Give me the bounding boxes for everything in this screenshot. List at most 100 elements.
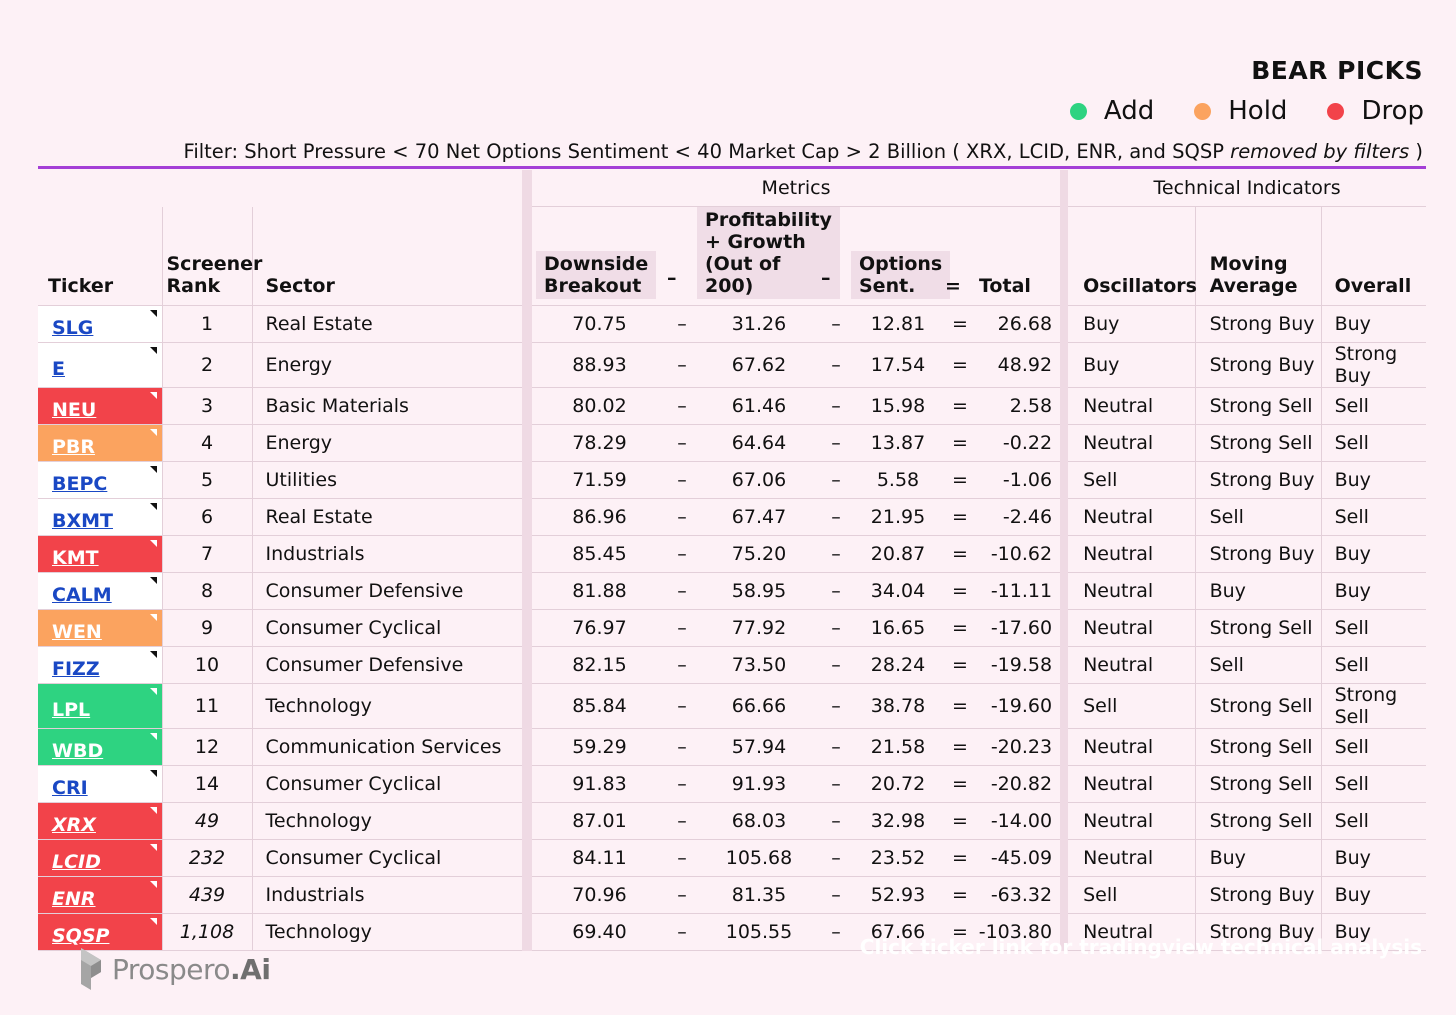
column-separator xyxy=(522,876,532,914)
rank-cell: 2 xyxy=(161,342,252,388)
downside-cell: 86.96 xyxy=(532,498,667,536)
downside-cell: 81.88 xyxy=(532,572,667,610)
options-cell: 32.98 xyxy=(851,802,945,840)
moving-average-cell: Strong Buy xyxy=(1194,535,1322,573)
ticker-link[interactable]: CRI xyxy=(52,777,88,799)
ticker-cell: CRI xyxy=(38,765,162,803)
moving-average-cell: Buy xyxy=(1194,839,1322,877)
equals-cell: = xyxy=(945,342,975,388)
downside-cell: 70.75 xyxy=(532,305,667,343)
overall-cell: Buy xyxy=(1320,913,1427,951)
oscillators-cell: Neutral xyxy=(1068,646,1196,684)
rank-cell: 8 xyxy=(161,572,252,610)
minus-cell: – xyxy=(667,683,697,729)
options-cell: 21.95 xyxy=(851,498,945,536)
total-cell: -20.23 xyxy=(975,728,1061,766)
equals-cell: = xyxy=(945,728,975,766)
minus-cell: – xyxy=(667,424,697,462)
total-cell: -19.58 xyxy=(975,646,1061,684)
overall-cell: Sell xyxy=(1320,609,1427,647)
ticker-link[interactable]: XRX xyxy=(52,814,96,836)
col-ticker: Ticker xyxy=(38,206,162,306)
options-cell: 23.52 xyxy=(851,839,945,877)
legend-item-drop: Drop xyxy=(1327,96,1424,126)
column-separator xyxy=(1060,461,1069,499)
profit-cell: 61.46 xyxy=(697,387,821,425)
col-downside-line2: Breakout xyxy=(544,275,642,297)
column-separator xyxy=(1060,765,1069,803)
column-separator xyxy=(522,498,532,536)
options-cell: 13.87 xyxy=(851,424,945,462)
total-cell: -63.32 xyxy=(975,876,1061,914)
sector-cell: Industrials xyxy=(251,876,522,914)
column-separator xyxy=(522,305,532,343)
profit-cell: 91.93 xyxy=(697,765,821,803)
table-row: FIZZ 10 Consumer Defensive 82.15–73.50–28.2… xyxy=(38,646,1427,684)
note-indicator-icon xyxy=(149,540,157,547)
col-profit-box: Profitability + Growth (Out of 200) xyxy=(697,207,840,299)
ticker-link[interactable]: BEPC xyxy=(52,473,108,495)
column-separator xyxy=(522,424,532,462)
moving-average-cell: Strong Sell xyxy=(1194,765,1322,803)
profit-cell: 67.06 xyxy=(697,461,821,499)
total-cell: -0.22 xyxy=(975,424,1061,462)
column-separator xyxy=(1060,646,1069,684)
overall-cell: Sell xyxy=(1320,802,1427,840)
oscillators-cell: Neutral xyxy=(1068,572,1196,610)
ticker-link[interactable]: BXMT xyxy=(52,510,113,532)
options-cell: 38.78 xyxy=(851,683,945,729)
ticker-cell: SLG xyxy=(38,305,162,343)
profit-cell: 67.47 xyxy=(697,498,821,536)
col-downside-line1: Downside xyxy=(544,253,649,275)
ticker-cell: BEPC xyxy=(38,461,162,499)
minus-cell: – xyxy=(821,305,851,343)
ticker-link[interactable]: SLG xyxy=(52,317,94,339)
note-indicator-icon xyxy=(149,429,157,436)
ticker-link[interactable]: ENR xyxy=(52,888,96,910)
col-minus-label: – xyxy=(667,267,677,289)
ticker-link[interactable]: WEN xyxy=(52,621,102,643)
col-options-line1: Options xyxy=(859,253,943,275)
column-separator xyxy=(1060,387,1069,425)
minus-cell: – xyxy=(667,728,697,766)
moving-average-cell: Sell xyxy=(1194,646,1322,684)
moving-average-cell: Strong Sell xyxy=(1194,387,1322,425)
ticker-link[interactable]: CALM xyxy=(52,584,112,606)
column-separator xyxy=(1060,802,1069,840)
minus-cell: – xyxy=(667,461,697,499)
rank-cell: 10 xyxy=(161,646,252,684)
ticker-link[interactable]: NEU xyxy=(52,399,97,421)
rank-cell: 3 xyxy=(161,387,252,425)
column-separator xyxy=(522,728,532,766)
minus-cell: – xyxy=(821,728,851,766)
ticker-link[interactable]: SQSP xyxy=(52,925,110,947)
col-profit-line2: + Growth xyxy=(705,231,806,253)
moving-average-cell: Strong Sell xyxy=(1194,609,1322,647)
rank-cell: 11 xyxy=(161,683,252,729)
ticker-link[interactable]: LCID xyxy=(52,851,101,873)
rank-cell: 5 xyxy=(161,461,252,499)
rank-cell: 1 xyxy=(161,305,252,343)
downside-cell: 69.40 xyxy=(532,913,667,951)
column-separator xyxy=(1060,170,1069,207)
moving-average-cell: Strong Sell xyxy=(1194,802,1322,840)
table-row: SQSP 1,108 Technology 69.40–105.55–67.66 = -1… xyxy=(38,913,1427,951)
table-row: KMT 7 Industrials 85.45–75.20–20.87 = -10.62 N… xyxy=(38,535,1427,573)
col-moving-average: Moving Average xyxy=(1194,206,1322,306)
ticker-link[interactable]: FIZZ xyxy=(52,658,100,680)
ticker-link[interactable]: KMT xyxy=(52,547,99,569)
orange-dot-icon xyxy=(1194,102,1212,120)
ticker-link[interactable]: E xyxy=(52,358,65,380)
col-sector: Sector xyxy=(251,206,522,306)
profit-cell: 105.68 xyxy=(697,839,821,877)
ticker-link[interactable]: PBR xyxy=(52,436,96,458)
minus-cell: – xyxy=(667,342,697,388)
ticker-link[interactable]: WBD xyxy=(52,740,104,762)
sector-cell: Utilities xyxy=(251,461,522,499)
equals-cell: = xyxy=(945,305,975,343)
profit-cell: 68.03 xyxy=(697,802,821,840)
red-dot-icon xyxy=(1327,102,1345,120)
header-spacer xyxy=(38,170,522,207)
ticker-link[interactable]: LPL xyxy=(52,699,91,721)
oscillators-cell: Neutral xyxy=(1068,913,1196,951)
